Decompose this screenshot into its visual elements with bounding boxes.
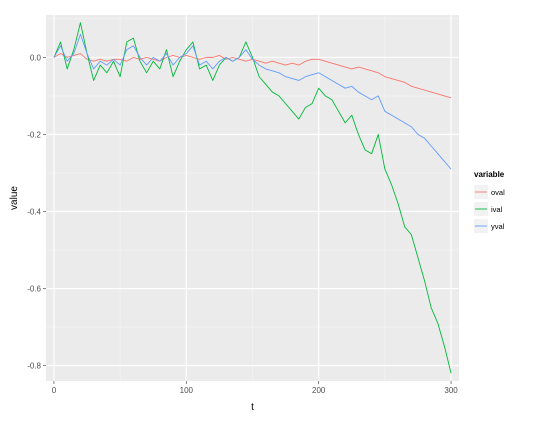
minor-gridlines: [46, 15, 459, 381]
series-line-yval: [53, 33, 452, 170]
legend-label-oval: oval: [491, 188, 505, 197]
axis-ticks: [43, 57, 452, 384]
legend-label-yval: yval: [491, 222, 505, 231]
y-tick-label: -0.4: [27, 207, 41, 216]
major-gridlines: [46, 15, 459, 381]
x-tick-label: 0: [52, 386, 57, 395]
series-line-ival: [53, 22, 452, 374]
y-tick-label: -0.8: [27, 362, 41, 371]
y-tick-label: 0.0: [30, 53, 42, 62]
y-tick-label: -0.2: [27, 130, 41, 139]
y-axis-tick-labels: 0.0 -0.2 -0.4 -0.6 -0.8: [27, 53, 41, 370]
legend-label-ival: ival: [491, 205, 503, 214]
series-lines: [53, 22, 452, 374]
legend-title: variable: [474, 170, 505, 179]
legend: variable oval ival yval: [474, 170, 505, 233]
y-tick-label: -0.6: [27, 285, 41, 294]
x-tick-label: 100: [180, 386, 194, 395]
x-axis-title: t: [251, 402, 254, 413]
y-axis-title: value: [9, 186, 20, 210]
x-tick-label: 300: [444, 386, 458, 395]
x-axis-tick-labels: 0 100 200 300: [52, 386, 459, 395]
x-tick-label: 200: [312, 386, 326, 395]
